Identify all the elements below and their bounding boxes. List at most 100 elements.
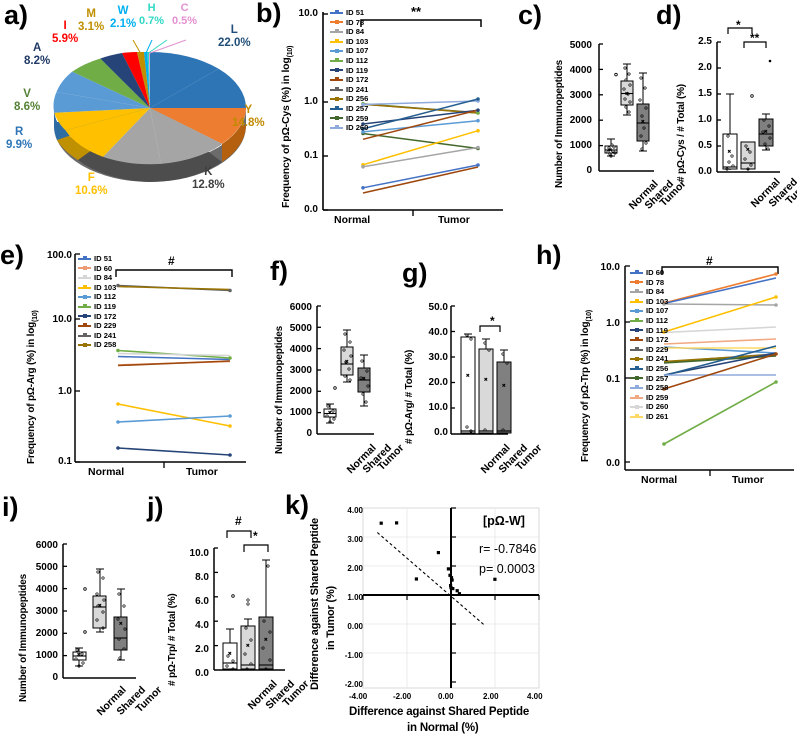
- panel-k-ytick: 1.00: [347, 593, 363, 602]
- legend-item: ID 78: [330, 18, 368, 28]
- panel-h-sig-bracket: [661, 266, 779, 274]
- legend-swatch: [330, 29, 343, 34]
- panel-g-ytick: 0.0: [434, 427, 448, 438]
- legend-swatch: [78, 333, 91, 338]
- legend-item: ID 172: [630, 335, 668, 345]
- box-tumor: [758, 59, 774, 151]
- legend-swatch: [78, 294, 91, 299]
- panel-j-ytick: 10.0: [189, 548, 209, 559]
- panel-h-lines: [663, 273, 777, 445]
- legend-item: ID 107: [630, 306, 668, 316]
- panel-k-xtick: 4.00: [527, 692, 543, 701]
- panel-g-ytick: 50.0: [428, 302, 448, 313]
- pie-label-M: M 3.1%: [78, 8, 105, 33]
- panel-h-xtick-normal: Normal: [641, 474, 678, 486]
- panel-k-ytick: 2.00: [347, 564, 363, 573]
- panel-e-lines: [117, 284, 231, 456]
- legend-swatch: [330, 10, 343, 15]
- panel-e-ylabel: Frequency of pΩ-Arg (%) in log(10): [26, 310, 39, 464]
- legend-swatch: [630, 299, 643, 304]
- panel-d-ytick: 0.5: [698, 140, 712, 151]
- pie-label-H: H 0.7%: [139, 2, 165, 27]
- panel-b-ytick-3: 0.0: [304, 204, 318, 215]
- legend-swatch: [630, 327, 643, 332]
- box-tumor: [357, 354, 371, 407]
- pie-label-W: W 2.1%: [110, 5, 137, 30]
- legend-swatch: [330, 125, 343, 130]
- box-normal: [722, 93, 738, 171]
- panel-i-plot: [62, 543, 136, 679]
- legend-item: ID 257: [630, 374, 668, 384]
- box-shared: [92, 568, 107, 633]
- panel-i-ytick: 3000: [35, 606, 58, 617]
- panel-j: j) # pΩ-Trp/ # Total (%) 10.0 8.0 6.0 4.…: [145, 490, 311, 737]
- legend-swatch: [78, 304, 91, 309]
- panel-k-annotation: [pΩ-W]: [483, 514, 525, 528]
- panel-b: b) Frequency of pΩ-Cys (%) in log(10) 10…: [256, 0, 514, 232]
- panel-j-ytick: 6.0: [195, 596, 209, 607]
- legend-swatch: [78, 285, 91, 290]
- legend-item: ID 112: [330, 56, 368, 66]
- legend-item: ID 119: [330, 66, 368, 76]
- panel-e: e) Frequency of pΩ-Arg (%) in log(10) 10…: [0, 236, 250, 488]
- panel-b-xtick-tumor: Tumor: [438, 214, 470, 226]
- pie-label-R: R 9.9%: [6, 126, 33, 151]
- legend-swatch: [78, 275, 91, 280]
- legend-swatch: [330, 77, 343, 82]
- panel-b-ytick-0: 10.0: [298, 8, 318, 19]
- pie-label-V: V 8.6%: [14, 88, 41, 113]
- legend-item: ID 256: [630, 364, 668, 374]
- legend-item: ID 259: [630, 393, 668, 403]
- legend-item: ID 258: [630, 383, 668, 393]
- panel-c-ytick: 4000: [569, 65, 592, 76]
- panel-c-ytick: 0: [586, 165, 592, 176]
- box-normal: [604, 72, 618, 158]
- legend-item: ID 60: [78, 264, 116, 274]
- panel-e-xtick-tumor: Tumor: [186, 466, 218, 478]
- panel-c-plot: [598, 43, 654, 172]
- legend-item: ID 256: [330, 94, 368, 104]
- box-tumor: [113, 588, 128, 661]
- panel-d-ytick: 0.0: [698, 166, 712, 177]
- box-shared: [620, 63, 634, 116]
- legend-swatch: [78, 342, 91, 347]
- legend-swatch: [330, 48, 343, 53]
- panel-j-ytick: 8.0: [195, 572, 209, 583]
- panel-a: a): [0, 0, 265, 232]
- legend-item: ID 172: [330, 75, 368, 85]
- panel-h: h) Frequency of pΩ-Trp (%) in log(10) 10…: [506, 236, 797, 488]
- legend-item: ID 84: [330, 27, 368, 37]
- pie-label-I: I 5.9%: [52, 20, 79, 45]
- legend-swatch: [630, 318, 643, 323]
- panel-e-label: e): [0, 240, 25, 270]
- panel-d-sig-bracket-1: [727, 27, 753, 34]
- panel-g-sig-bracket: [479, 325, 501, 332]
- panel-h-ylabel: Frequency of pΩ-Trp (%) in log(10): [580, 309, 593, 462]
- legend-item: ID 51: [78, 254, 116, 264]
- panel-e-significance: #: [168, 254, 175, 268]
- box-normal: [72, 587, 87, 668]
- panel-i-ytick: 6000: [35, 540, 58, 551]
- box-shared: [340, 329, 354, 383]
- panel-g-plot: [450, 305, 512, 435]
- panel-h-significance: #: [706, 254, 713, 268]
- pie-label-A: A 8.2%: [24, 42, 51, 67]
- panel-d: d) # pΩ-Cys / # Total (%) 2.5 2.0 1.5 1.…: [652, 0, 797, 232]
- panel-i-ytick: 0: [52, 672, 58, 683]
- panel-c: c) Number of Immunopeptides 5000 4000 30…: [512, 0, 688, 232]
- panel-k-xtick: 2.00: [483, 692, 499, 701]
- legend-swatch: [330, 106, 343, 111]
- panel-k-ylabel-line2: in Tumor (%): [325, 586, 337, 650]
- panel-k-ytick: -1.00: [344, 651, 363, 660]
- panel-b-sig-bracket: [360, 19, 482, 27]
- panel-k-ytick: 3.00: [347, 535, 363, 544]
- panel-f-label: f): [270, 256, 288, 286]
- legend-item: ID 119: [630, 326, 668, 336]
- legend-item: ID 103: [330, 37, 368, 47]
- panel-f-ytick: 3000: [289, 365, 312, 376]
- box-tumor: [258, 559, 274, 671]
- legend-swatch: [630, 279, 643, 284]
- panel-i-ytick: 5000: [35, 562, 58, 573]
- panel-k-xtick: -4.00: [349, 692, 368, 701]
- panel-g-ytick: 30.0: [428, 352, 448, 363]
